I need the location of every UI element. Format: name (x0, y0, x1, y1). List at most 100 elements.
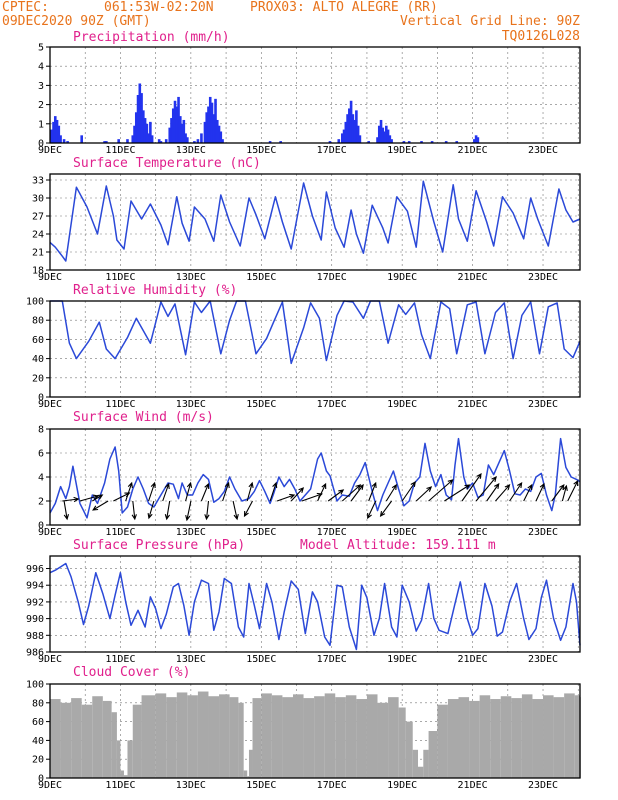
wind-vector-arrow (523, 483, 533, 502)
cloud-bar (187, 695, 198, 778)
precip-bar (344, 121, 348, 143)
temp-title: Surface Temperature (nC) (73, 156, 261, 171)
precip-bar (367, 141, 371, 143)
precip-xtick-label: 21DEC (458, 145, 488, 156)
precip-bar (50, 129, 54, 143)
precip-bar (390, 139, 393, 143)
temp-xtick-label: 19DEC (387, 272, 417, 283)
precip-bar (164, 139, 168, 143)
cloud-bar (60, 702, 72, 778)
precip-bar (351, 114, 355, 143)
precip-bar (388, 135, 392, 143)
precip-bar (117, 139, 120, 143)
cloud-bar (479, 695, 491, 778)
wind-vector-arrow (62, 496, 80, 503)
cloud-bar (166, 697, 177, 778)
cloud-bar (335, 697, 346, 778)
cloud-ytick-label: 60 (32, 717, 44, 728)
precip-bar (328, 141, 332, 143)
precip-bar (203, 121, 207, 143)
wind-vector-arrow (222, 481, 230, 502)
wind-vector-arrow (561, 484, 568, 502)
precip-xtick-label: 13DEC (176, 145, 206, 156)
rh-ytick-label: 40 (32, 354, 44, 365)
wind-vector-arrow (486, 482, 500, 502)
cloud-bar (564, 693, 575, 778)
precip-bar (279, 141, 282, 143)
rh-title: Relative Humidity (%) (73, 283, 237, 298)
precip-bar (145, 123, 149, 143)
precip-bar (170, 118, 173, 143)
wind-vector-arrow (246, 481, 254, 502)
precip-bar (358, 135, 362, 143)
precip-bar (348, 108, 351, 143)
cloud-xtick-label: 11DEC (105, 780, 135, 791)
temp-xtick-label: 13DEC (176, 272, 206, 283)
precip-ytick-label: 1 (38, 119, 44, 130)
precip-bar (402, 141, 406, 143)
precip-bar (53, 116, 57, 143)
precip-bar (159, 141, 163, 143)
cloud-bar (405, 721, 413, 778)
rh-ytick-label: 20 (32, 373, 44, 384)
cloud-bar (447, 699, 459, 778)
cloud-bar (388, 697, 399, 778)
header-model-code: TQ0126L028 (502, 29, 580, 44)
temp-xtick-label: 9DEC (38, 272, 62, 283)
cloud-bar (238, 702, 244, 778)
precip-bar (386, 129, 390, 143)
wind-ytick-label: 0 (38, 521, 44, 532)
precip-bar (420, 141, 423, 143)
precip-bar (212, 114, 216, 143)
pres-series-line (49, 562, 581, 651)
precip-ytick-label: 5 (38, 43, 44, 54)
temp-frame (49, 173, 581, 271)
plots-layer: 0 1 2 3 4 5 9DEC 11DEC 13DEC 15DEC 17DEC 19DEC 21DEC… (26, 43, 581, 791)
precip-bar (168, 127, 172, 143)
precip-bar (171, 108, 175, 143)
temp-xtick-label: 17DEC (317, 272, 347, 283)
precip-bar (149, 121, 152, 143)
wind-vector-arrow (232, 500, 239, 521)
precip-bar (131, 135, 135, 143)
precip-bar (182, 119, 186, 143)
wind-vector-arrow (92, 494, 104, 502)
rh-frame (49, 300, 581, 398)
cloud-bar (469, 700, 480, 778)
precip-ytick-label: 4 (38, 62, 44, 73)
cloud-bar (500, 696, 512, 778)
precip-bar (215, 119, 219, 143)
rh-ytick-label: 100 (26, 297, 44, 308)
pres-xtick-label: 23DEC (528, 654, 558, 665)
cloud-bar (116, 740, 121, 778)
wind-series-line (49, 437, 581, 519)
cloud-bar (252, 698, 262, 778)
wind-xtick-label: 11DEC (105, 527, 135, 538)
precip-bar (150, 135, 154, 143)
precip-bar (476, 137, 480, 143)
precip-bar (157, 139, 161, 143)
rh-ytick-label: 80 (32, 316, 44, 327)
temp-ytick-label: 24 (32, 230, 44, 241)
wind-vector-arrow (147, 500, 155, 520)
wind-vector-arrow (164, 500, 171, 521)
cloud-bar (398, 707, 406, 778)
header-coords: 061:53W-02:20N (104, 0, 214, 15)
precip-xtick-label: 11DEC (105, 145, 135, 156)
cloud-bar (574, 695, 580, 778)
header-grid-note: Vertical Grid Line: 90Z (400, 14, 580, 29)
wind-vector-arrow (327, 489, 345, 502)
precip-bar (217, 125, 221, 143)
temp-xtick-label: 23DEC (528, 272, 558, 283)
temp-xtick-label: 11DEC (105, 272, 135, 283)
precip-bar (340, 133, 344, 143)
cloud-bar (197, 691, 209, 778)
pres-xtick-label: 19DEC (387, 654, 417, 665)
precip-ytick-label: 3 (38, 81, 44, 92)
cloud-bar (123, 775, 128, 778)
cloud-bar (81, 704, 93, 778)
precip-bar (193, 141, 196, 143)
wind-xtick-label: 13DEC (176, 527, 206, 538)
rh-panel: 0 20 40 60 80 100 9DEC 11DEC 13DEC 15DEC 17DEC 19DE… (26, 297, 581, 410)
precip-bar (379, 119, 383, 143)
